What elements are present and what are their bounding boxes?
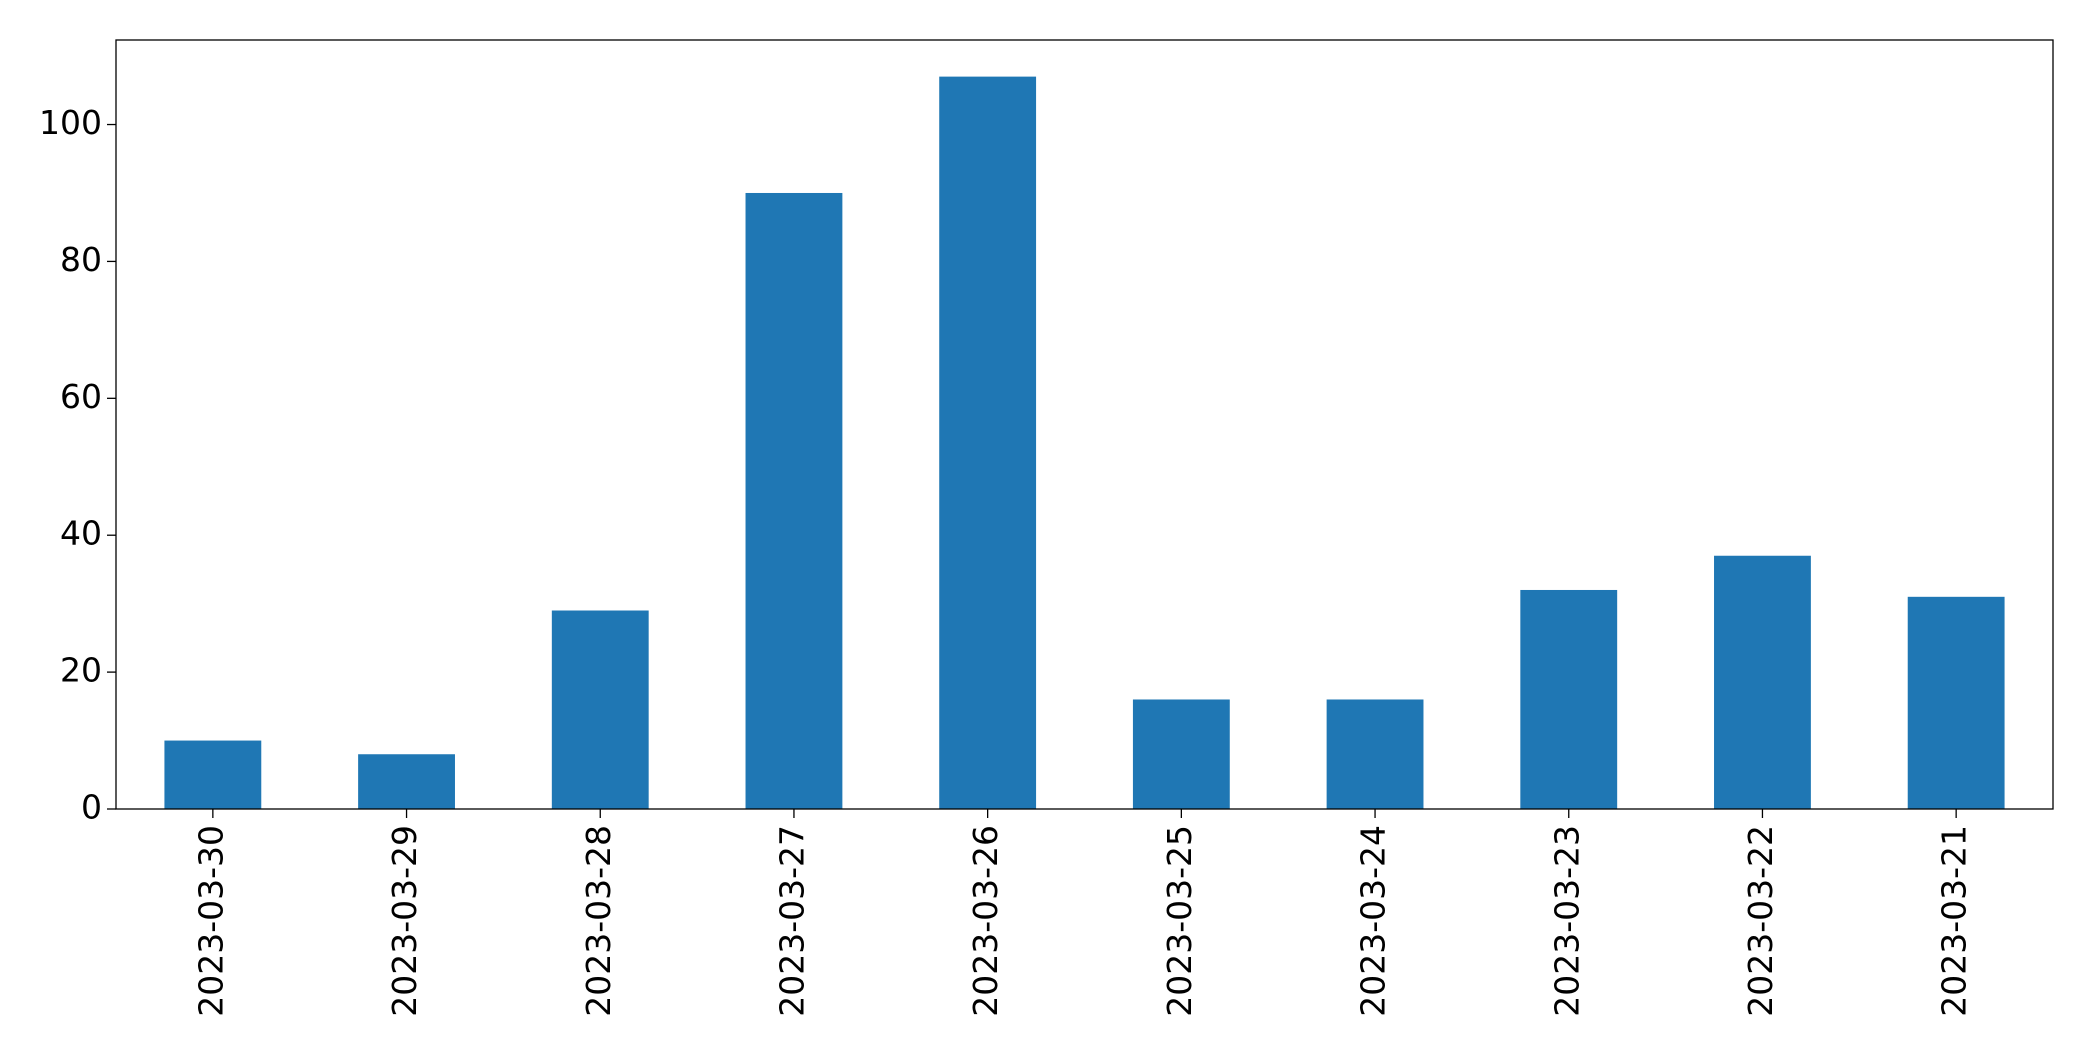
y-tick-label: 0 [81, 788, 102, 827]
x-tick-label: 2023-03-24 [1354, 825, 1393, 1017]
bar [745, 192, 843, 809]
bar [939, 76, 1037, 810]
plot-frame [115, 39, 2054, 810]
bar [358, 754, 455, 809]
x-tick-label: 2023-03-22 [1741, 825, 1780, 1017]
bar [1326, 699, 1424, 809]
x-tick-label: 2023-03-28 [579, 825, 618, 1017]
x-tick-label: 2023-03-30 [191, 825, 230, 1017]
x-tick-label: 2023-03-23 [1547, 825, 1586, 1017]
y-tick-label: 80 [60, 240, 102, 279]
x-tick-label: 2023-03-29 [385, 825, 424, 1017]
bar [1520, 589, 1618, 809]
bar [164, 740, 262, 809]
x-tick-label: 2023-03-27 [772, 825, 811, 1017]
y-tick-label: 20 [60, 651, 102, 690]
bar [1907, 596, 2005, 809]
x-tick-label: 2023-03-21 [1935, 825, 1974, 1017]
y-tick-label: 60 [60, 377, 102, 416]
y-tick-label: 40 [60, 514, 102, 553]
bar [1714, 555, 1811, 809]
x-tick-label: 2023-03-25 [1160, 825, 1199, 1017]
x-tick-label: 2023-03-26 [966, 825, 1005, 1017]
bar [1132, 699, 1230, 809]
y-tick-label: 100 [39, 103, 102, 142]
bar [551, 610, 649, 809]
